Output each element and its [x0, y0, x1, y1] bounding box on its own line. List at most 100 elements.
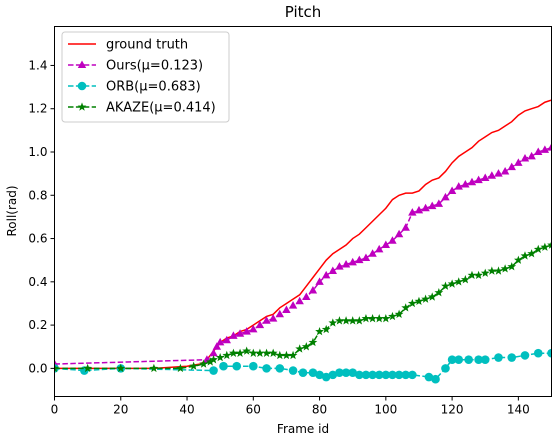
data-point-ours — [481, 173, 490, 181]
data-point-ours — [547, 143, 552, 151]
legend-label: ground truth — [106, 38, 188, 53]
data-point-ours — [487, 171, 497, 179]
data-point-akaze — [354, 316, 364, 325]
x-tick-label: 0 — [51, 403, 59, 417]
data-point-akaze — [487, 266, 497, 275]
data-point-orb — [454, 355, 464, 365]
x-tick-label: 20 — [113, 403, 128, 417]
data-point-ours — [242, 327, 251, 335]
data-point-akaze — [255, 348, 265, 357]
data-point-orb — [308, 368, 318, 377]
y-tick-label: 1.4 — [28, 58, 47, 72]
data-point-akaze — [315, 326, 324, 336]
data-point-akaze — [474, 270, 483, 280]
data-point-ours — [275, 309, 285, 318]
legend-marker — [77, 81, 87, 91]
y-tick-label: 0.8 — [28, 188, 47, 202]
data-point-akaze — [533, 244, 543, 254]
data-point-orb — [474, 355, 483, 365]
data-point-akaze — [421, 294, 430, 303]
data-point-akaze — [288, 350, 298, 360]
data-point-ours — [321, 270, 331, 279]
data-point-akaze — [268, 348, 278, 357]
data-point-orb — [219, 361, 228, 371]
data-point-ours — [315, 277, 324, 285]
data-point-akaze — [54, 363, 59, 373]
data-point-akaze — [540, 242, 550, 251]
data-point-ours — [361, 253, 371, 262]
data-point-ours — [328, 266, 338, 275]
data-point-orb — [533, 348, 543, 358]
y-tick-label: 0.2 — [28, 318, 47, 332]
data-point-orb — [335, 368, 344, 377]
data-point-akaze — [348, 316, 358, 325]
data-point-akaze — [381, 314, 391, 323]
data-point-orb — [520, 351, 530, 360]
legend-entry-akaze: AKAZE(μ=0.414) — [68, 101, 216, 116]
data-point-akaze — [494, 266, 503, 275]
data-point-ours — [494, 169, 503, 177]
legend-entry-orb: ORB(μ=0.683) — [68, 80, 201, 95]
data-point-ours — [534, 147, 543, 155]
data-point-orb — [249, 361, 258, 371]
data-point-akaze — [308, 337, 318, 347]
data-point-akaze — [500, 264, 510, 273]
data-point-akaze — [209, 355, 218, 364]
data-point-akaze — [401, 303, 411, 312]
data-point-ours — [308, 285, 318, 294]
chart-title: Pitch — [285, 3, 322, 21]
data-point-akaze — [262, 348, 271, 357]
data-point-ours — [540, 145, 550, 153]
data-point-akaze — [513, 255, 523, 264]
data-point-ours — [235, 329, 245, 337]
data-point-ours — [381, 240, 391, 249]
data-point-ours — [348, 257, 357, 266]
x-tick-label: 80 — [312, 403, 327, 417]
data-point-akaze — [527, 249, 536, 258]
data-point-orb — [298, 368, 308, 377]
data-point-akaze — [335, 316, 344, 325]
data-point-orb — [494, 353, 503, 362]
y-tick-label: 0.4 — [28, 275, 47, 289]
legend-box — [61, 31, 230, 123]
series-line-ground-truth — [54, 99, 552, 370]
data-point-akaze — [149, 363, 159, 373]
data-point-akaze — [414, 296, 424, 306]
data-point-akaze — [434, 288, 444, 297]
y-tick-label: 1.0 — [28, 145, 47, 159]
data-point-akaze — [205, 357, 215, 366]
data-point-orb — [232, 361, 242, 371]
data-point-akaze — [321, 324, 331, 334]
data-point-ours — [229, 331, 238, 339]
data-point-akaze — [295, 344, 305, 353]
data-point-ours — [514, 158, 523, 166]
data-point-akaze — [83, 363, 93, 373]
data-point-akaze — [361, 314, 371, 323]
legend-entry-ours: Ours(μ=0.123) — [68, 59, 203, 74]
data-point-ours — [212, 342, 222, 350]
data-point-orb — [441, 364, 450, 373]
data-point-akaze — [275, 350, 285, 360]
data-point-orb — [464, 355, 473, 365]
data-point-orb — [374, 370, 384, 380]
data-point-ours — [249, 324, 258, 333]
data-point-akaze — [507, 262, 517, 271]
data-point-ours — [441, 192, 450, 201]
plot-frame — [54, 26, 552, 397]
data-point-ours — [414, 205, 424, 214]
data-point-ours — [255, 320, 265, 329]
data-point-ours — [262, 316, 271, 324]
data-point-akaze — [368, 314, 377, 323]
series-ground-truth — [54, 99, 552, 370]
data-point-ours — [401, 223, 410, 231]
data-point-ours — [295, 296, 304, 305]
x-tick-label: 140 — [507, 403, 530, 417]
data-point-akaze — [454, 277, 464, 286]
data-point-orb — [315, 370, 324, 380]
data-point-orb — [288, 366, 298, 375]
data-point-orb — [480, 355, 490, 365]
data-point-akaze — [407, 298, 417, 308]
data-point-orb — [424, 372, 434, 382]
x-axis: 0 20 40 60 80 100 120 140 — [51, 396, 530, 417]
